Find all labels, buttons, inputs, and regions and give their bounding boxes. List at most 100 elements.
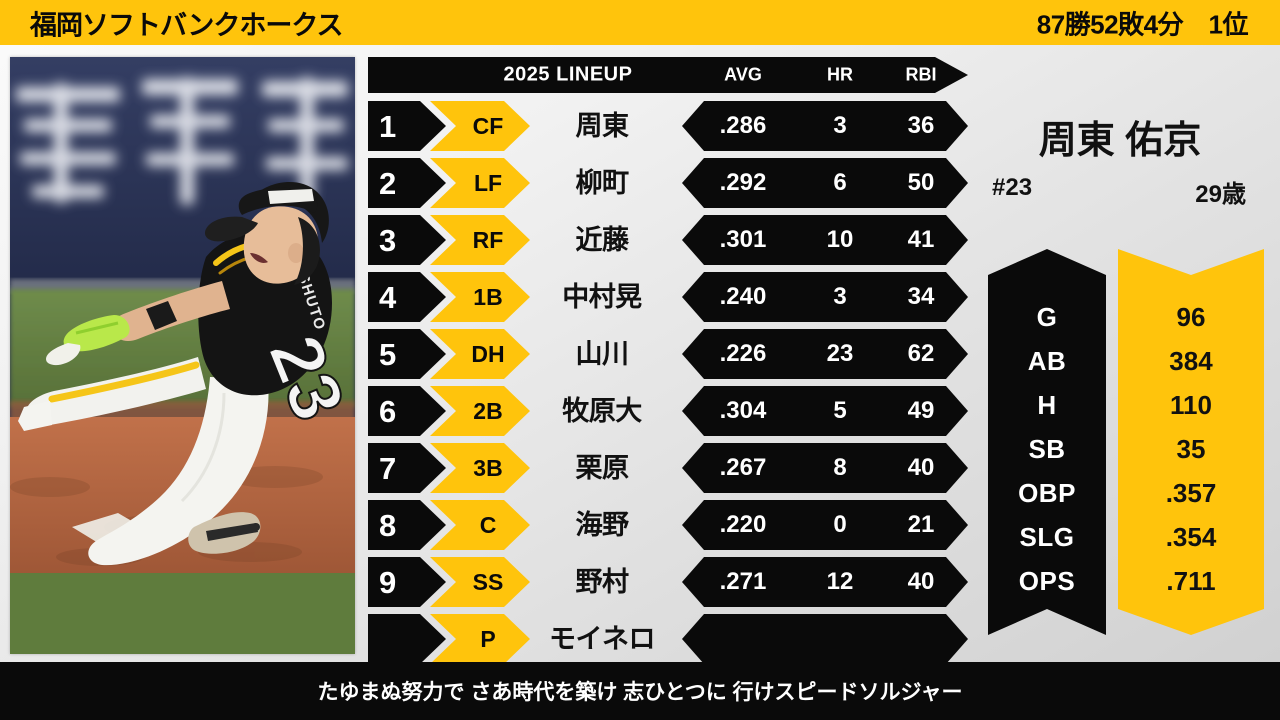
stat-hr: 12 (826, 568, 854, 595)
stat-avg: .240 (719, 283, 767, 310)
stat-avg: .292 (719, 169, 767, 196)
table-row[interactable]: 8 C 海野 .220 0 21 (368, 500, 968, 550)
stat-rbi: 21 (907, 511, 935, 538)
column-header-rbi: RBI (905, 64, 937, 85)
player-stats (682, 614, 968, 664)
stat-label: OPS (1018, 566, 1076, 596)
lineup-table: 2025 LINEUP AVG HR RBI 1 CF 周東 .286 3 36… (368, 57, 968, 664)
stat-label-column: G AB H SB OBP SLG OPS (988, 249, 1106, 635)
player-name: 近藤 (575, 224, 630, 255)
player-name: 牧原大 (562, 395, 642, 426)
batting-order (368, 614, 446, 664)
stat-rbi: 62 (907, 340, 935, 367)
lineup-title: 2025 LINEUP (503, 63, 633, 86)
stat-rbi: 49 (907, 397, 935, 424)
stat-label: AB (1027, 346, 1067, 376)
table-row[interactable]: 1 CF 周東 .286 3 36 (368, 101, 968, 151)
stat-hr: 3 (833, 283, 847, 310)
player-stats: .304 5 49 (682, 386, 968, 436)
stat-label: SB (1028, 434, 1066, 464)
stat-label: H (1037, 390, 1057, 420)
player-stats: .271 12 40 (682, 557, 968, 607)
stat-avg: .301 (719, 226, 767, 253)
player-name: 栗原 (575, 452, 630, 483)
team-record: 87勝52敗4分 1位 (1036, 9, 1249, 39)
team-name: 福岡ソフトバンクホークス (30, 10, 344, 40)
featured-player-stats: G AB H SB OBP SLG OPS 96 384 110 35 .357… (988, 249, 1264, 635)
column-header-hr: HR (827, 64, 853, 85)
featured-player-panel: 周東 佑京 #23 29歳 G AB H SB OBP SLG OPS 96 3… (978, 57, 1270, 657)
stat-value: 110 (1170, 390, 1212, 420)
batting-order: 8 (368, 500, 446, 550)
featured-player-age: 29歳 (1195, 181, 1246, 208)
stat-label: G (1036, 302, 1058, 332)
stat-hr: 8 (833, 454, 847, 481)
stat-value: .357 (1165, 478, 1217, 508)
stat-value: 96 (1176, 302, 1206, 332)
player-photo: SHUTO 23 (10, 57, 355, 654)
stat-avg: .271 (719, 568, 767, 595)
player-name: モイネロ (549, 623, 656, 654)
batting-order: 1 (368, 101, 446, 151)
batting-order: 3 (368, 215, 446, 265)
table-row-pitcher[interactable]: P モイネロ (368, 614, 968, 664)
stat-rbi: 36 (907, 112, 935, 139)
stat-value: 35 (1176, 434, 1206, 464)
stat-hr: 23 (826, 340, 854, 367)
stat-rbi: 41 (907, 226, 935, 253)
stat-avg: .220 (719, 511, 767, 538)
player-stats: .240 3 34 (682, 272, 968, 322)
batting-order: 5 (368, 329, 446, 379)
batting-order: 4 (368, 272, 446, 322)
player-stats: .267 8 40 (682, 443, 968, 493)
stat-avg: .226 (719, 340, 767, 367)
chant-footer-bar: たゆまぬ努力で さあ時代を築け 志ひとつに 行けスピードソルジャー (0, 662, 1280, 720)
stat-rbi: 40 (907, 454, 935, 481)
stat-hr: 6 (833, 169, 847, 196)
batting-order: 2 (368, 158, 446, 208)
table-row[interactable]: 5 DH 山川 .226 23 62 (368, 329, 968, 379)
player-name: 海野 (575, 509, 630, 540)
stat-avg: .304 (719, 397, 767, 424)
player-name: 柳町 (575, 167, 630, 198)
column-header-avg: AVG (724, 64, 762, 85)
stat-value: .354 (1165, 522, 1217, 552)
stat-label: SLG (1019, 522, 1075, 552)
featured-player-number: #23 (992, 174, 1033, 201)
player-stats: .226 23 62 (682, 329, 968, 379)
player-chant-text: たゆまぬ努力で さあ時代を築け 志ひとつに 行けスピードソルジャー (317, 681, 963, 704)
player-stats: .292 6 50 (682, 158, 968, 208)
stat-hr: 10 (826, 226, 854, 253)
batting-order: 7 (368, 443, 446, 493)
table-row[interactable]: 9 SS 野村 .271 12 40 (368, 557, 968, 607)
stat-rbi: 50 (907, 169, 935, 196)
player-stats: .286 3 36 (682, 101, 968, 151)
player-name: 周東 (575, 110, 630, 141)
player-name: 山川 (575, 338, 630, 369)
lineup-table-header: 2025 LINEUP AVG HR RBI (368, 57, 968, 93)
player-stats: .301 10 41 (682, 215, 968, 265)
stat-value: 384 (1169, 346, 1213, 376)
stat-hr: 5 (833, 397, 847, 424)
stat-hr: 0 (833, 511, 847, 538)
table-row[interactable]: 2 LF 柳町 .292 6 50 (368, 158, 968, 208)
featured-player-name: 周東 佑京 (1038, 120, 1202, 162)
table-row[interactable]: 7 3B 栗原 .267 8 40 (368, 443, 968, 493)
table-row[interactable]: 3 RF 近藤 .301 10 41 (368, 215, 968, 265)
stat-label: OBP (1018, 478, 1076, 508)
player-stats: .220 0 21 (682, 500, 968, 550)
player-photo-illustration: SHUTO 23 (10, 57, 355, 654)
player-name: 中村晃 (562, 281, 642, 312)
stat-hr: 3 (833, 112, 847, 139)
batting-order: 9 (368, 557, 446, 607)
stat-rbi: 34 (907, 283, 935, 310)
batting-order: 6 (368, 386, 446, 436)
stat-avg: .286 (719, 112, 767, 139)
table-row[interactable]: 6 2B 牧原大 .304 5 49 (368, 386, 968, 436)
table-row[interactable]: 4 1B 中村晃 .240 3 34 (368, 272, 968, 322)
stat-avg: .267 (719, 454, 767, 481)
stat-rbi: 40 (907, 568, 935, 595)
stat-value: .711 (1166, 566, 1216, 596)
stat-value-column: 96 384 110 35 .357 .354 .711 (1118, 249, 1264, 635)
